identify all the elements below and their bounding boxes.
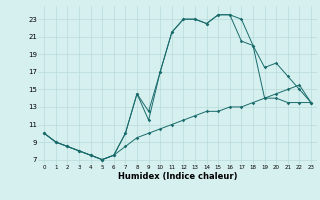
X-axis label: Humidex (Indice chaleur): Humidex (Indice chaleur) <box>118 172 237 181</box>
